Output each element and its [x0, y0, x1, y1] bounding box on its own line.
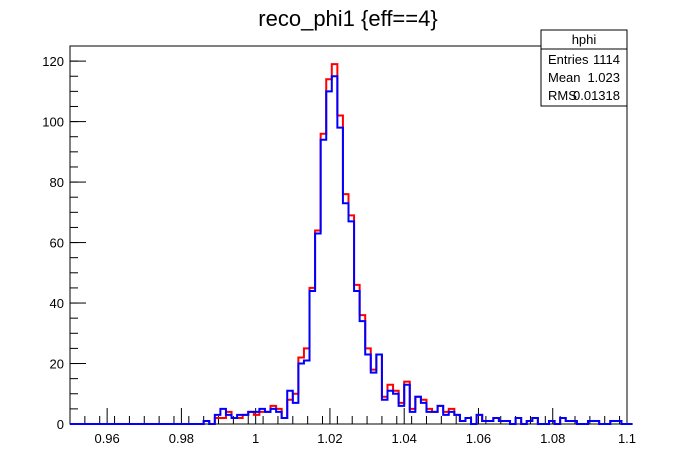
y-axis: 0 20 40 60 80 100 120 [42, 45, 86, 432]
series-layer [70, 63, 633, 425]
y-tick-label: 40 [50, 296, 64, 311]
y-tick-label: 0 [57, 417, 64, 432]
histogram-series-1 [70, 63, 633, 425]
x-tick-label: 1.1 [618, 431, 636, 446]
y-tick-label: 60 [50, 236, 64, 251]
y-tick-label: 20 [50, 357, 64, 372]
stats-box: hphi Entries 1114 Mean 1.023 RMS 0.01318 [540, 29, 628, 107]
x-tick-label: 1.04 [392, 431, 417, 446]
stats-rms-label: RMS [548, 88, 577, 103]
x-tick-label: 1.08 [540, 431, 565, 446]
y-tick-label: 120 [42, 54, 64, 69]
histogram-series-2 [70, 75, 633, 425]
stats-entries-label: Entries [548, 52, 589, 67]
x-tick-label: 1 [252, 431, 259, 446]
x-tick-label: 0.96 [94, 431, 119, 446]
stats-mean-label: Mean [548, 70, 581, 85]
stats-box-name: hphi [572, 32, 597, 47]
x-axis: 0.96 0.98 1 1.02 1.04 1.06 1.08 1.1 [69, 408, 636, 446]
x-tick-label: 1.02 [317, 431, 342, 446]
x-tick-label: 1.06 [466, 431, 491, 446]
stats-box-frame [540, 29, 628, 107]
stats-mean-value: 1.023 [587, 70, 620, 85]
stats-entries-value: 1114 [593, 52, 620, 67]
x-tick-label: 0.98 [169, 431, 194, 446]
chart-title: reco_phi1 {eff==4} [258, 6, 437, 31]
stats-rms-value: 0.01318 [573, 88, 620, 103]
plot-frame [69, 45, 628, 425]
y-tick-label: 100 [42, 115, 64, 130]
y-tick-label: 80 [50, 175, 64, 190]
